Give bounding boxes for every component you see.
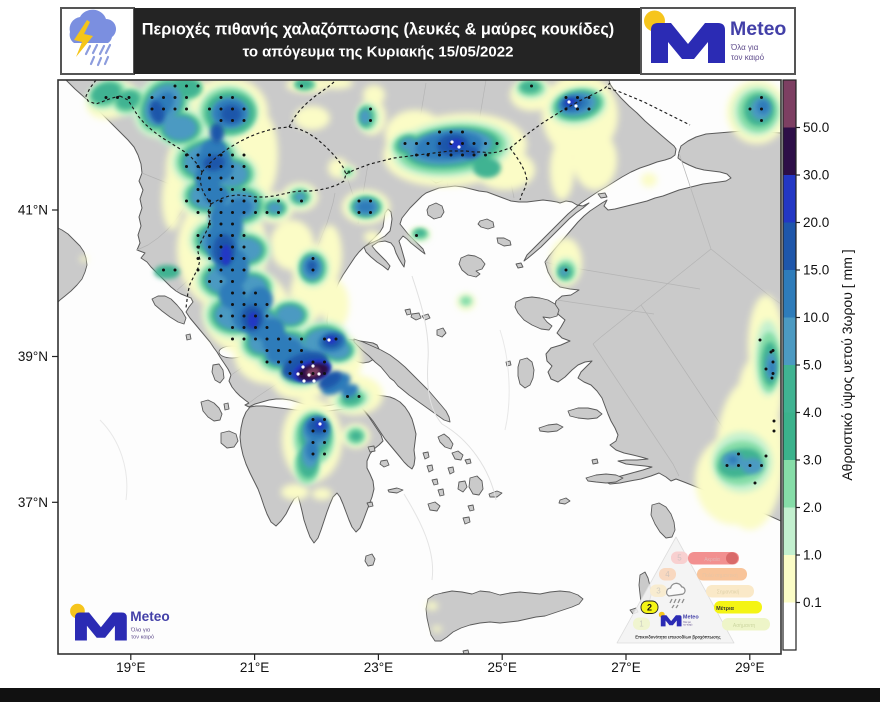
svg-text:3.0: 3.0 [803,453,822,468]
svg-text:Περιοχές πιθανής χαλαζόπτωσης: Περιοχές πιθανής χαλαζόπτωσης (λευκές & … [142,21,614,39]
svg-text:το απόγευμα της Κυριακής 15/05: το απόγευμα της Κυριακής 15/05/2022 [243,44,514,61]
svg-text:3: 3 [656,587,661,596]
svg-text:5.0: 5.0 [803,358,822,373]
svg-text:Meteo: Meteo [683,615,699,621]
svg-text:τον καιρό: τον καιρό [683,624,693,627]
svg-text:Πολύ σημαντική: Πολύ σημαντική [702,572,738,579]
svg-text:Ασήμαντη: Ασήμαντη [733,622,755,629]
svg-text:2.0: 2.0 [803,500,822,515]
svg-text:20.0: 20.0 [803,215,829,230]
svg-text:37°N: 37°N [18,495,48,510]
svg-text:Ακραία: Ακραία [704,557,720,563]
svg-text:Μέτρια: Μέτρια [716,606,734,612]
svg-text:41°N: 41°N [18,203,48,218]
svg-text:23°E: 23°E [364,660,393,675]
svg-text:Meteo: Meteo [730,18,786,40]
svg-text:τον καιρό: τον καιρό [131,633,154,640]
svg-text:15.0: 15.0 [803,263,829,278]
svg-text:19°E: 19°E [116,660,145,675]
svg-text:Meteo: Meteo [130,609,169,624]
svg-text:1: 1 [639,620,644,629]
svg-text:10.0: 10.0 [803,310,829,325]
svg-text:29°E: 29°E [735,660,764,675]
svg-text:30.0: 30.0 [803,168,829,183]
svg-text:39°N: 39°N [18,349,48,364]
svg-text:21°E: 21°E [240,660,269,675]
svg-text:Όλα για: Όλα για [682,622,691,624]
svg-text:Σημαντική: Σημαντική [717,589,740,596]
svg-text:5: 5 [677,554,682,563]
svg-text:Όλα για: Όλα για [130,627,151,633]
svg-text:Αθροιστικό ύψος υετού 3ωρου [: Αθροιστικό ύψος υετού 3ωρου [ mm ] [839,249,855,480]
svg-text:4: 4 [665,570,670,579]
svg-text:50.0: 50.0 [803,120,829,135]
svg-text:Όλα για: Όλα για [730,43,759,52]
svg-text:25°E: 25°E [487,660,516,675]
svg-text:τον καιρό: τον καιρό [731,53,765,62]
svg-text:1.0: 1.0 [803,548,822,563]
svg-text:Επικινδυνότητα επεισοδίων βροχ: Επικινδυνότητα επεισοδίων βροχόπτωσης [635,635,721,640]
svg-text:2: 2 [647,603,652,613]
svg-text:0.1: 0.1 [803,595,822,610]
svg-text:27°E: 27°E [611,660,640,675]
svg-text:4.0: 4.0 [803,405,822,420]
